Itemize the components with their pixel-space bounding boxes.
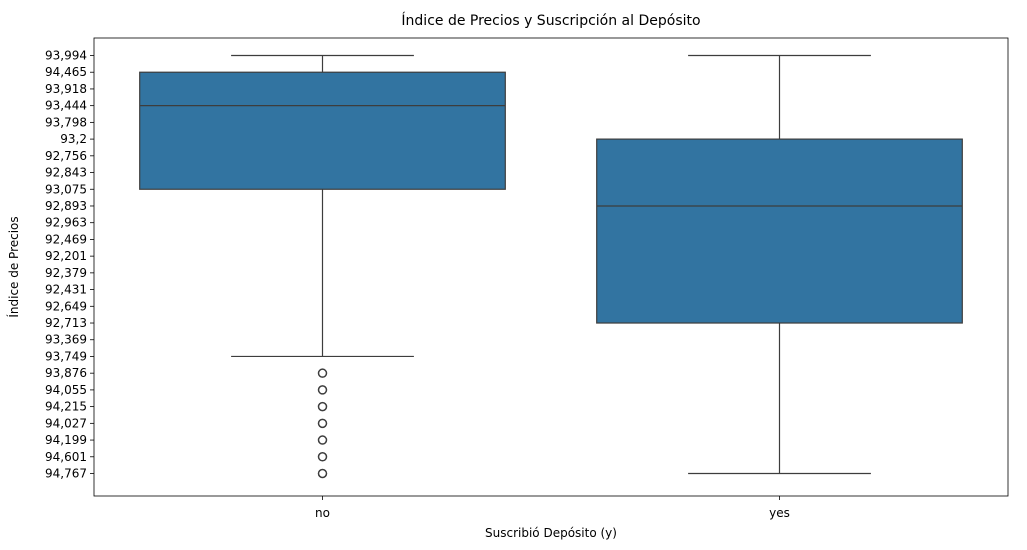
x-tick-label: yes (769, 506, 790, 520)
y-tick-label: 94,767 (45, 467, 87, 481)
y-tick-label: 92,963 (45, 216, 87, 230)
y-tick-label: 93,075 (45, 182, 87, 196)
y-tick-label: 92,713 (45, 316, 87, 330)
y-tick-label: 92,756 (45, 149, 87, 163)
outlier-point (317, 385, 328, 395)
y-tick-label: 94,465 (45, 65, 87, 79)
x-axis-label: Suscribió Depósito (y) (485, 526, 617, 540)
y-tick-label: 93,994 (45, 49, 87, 63)
outlier-point (317, 418, 328, 429)
y-axis-label: Índice de Precios (6, 216, 21, 317)
y-axis: 93,994 94,465 93,918 93,444 93,798 93,2 92,756… (45, 49, 94, 481)
y-tick-label: 92,379 (45, 266, 87, 280)
outlier-point (317, 468, 328, 479)
x-axis: no yes (315, 496, 790, 520)
y-tick-label: 93,876 (45, 366, 87, 380)
chart-title: Índice de Precios y Suscripción al Depós… (401, 12, 700, 29)
boxes-layer (139, 54, 963, 479)
box-body (596, 138, 963, 324)
y-tick-label: 93,2 (60, 132, 87, 146)
box-yes (596, 54, 963, 475)
y-tick-label: 92,469 (45, 232, 87, 246)
y-tick-label: 92,431 (45, 283, 87, 297)
box-no (139, 54, 506, 479)
y-tick-label: 93,444 (45, 99, 87, 113)
y-tick-label: 94,215 (45, 400, 87, 414)
y-tick-label: 92,843 (45, 166, 87, 180)
y-tick-label: 92,201 (45, 249, 87, 263)
outlier-point (317, 368, 328, 378)
box-body (139, 71, 506, 190)
outlier-point (317, 452, 328, 462)
y-tick-label: 92,893 (45, 199, 87, 213)
y-tick-label: 94,601 (45, 450, 87, 464)
y-tick-label: 94,027 (45, 416, 87, 430)
outlier-point (317, 435, 328, 445)
y-tick-label: 93,749 (45, 349, 87, 363)
outlier-point (317, 401, 328, 412)
y-tick-label: 93,918 (45, 82, 87, 96)
y-tick-label: 94,055 (45, 383, 87, 397)
y-tick-label: 93,798 (45, 115, 87, 129)
plot-frame (93, 37, 1009, 497)
x-tick-label: no (315, 506, 330, 520)
y-tick-label: 93,369 (45, 333, 87, 347)
y-tick-label: 94,199 (45, 433, 87, 447)
y-tick-label: 92,649 (45, 299, 87, 313)
